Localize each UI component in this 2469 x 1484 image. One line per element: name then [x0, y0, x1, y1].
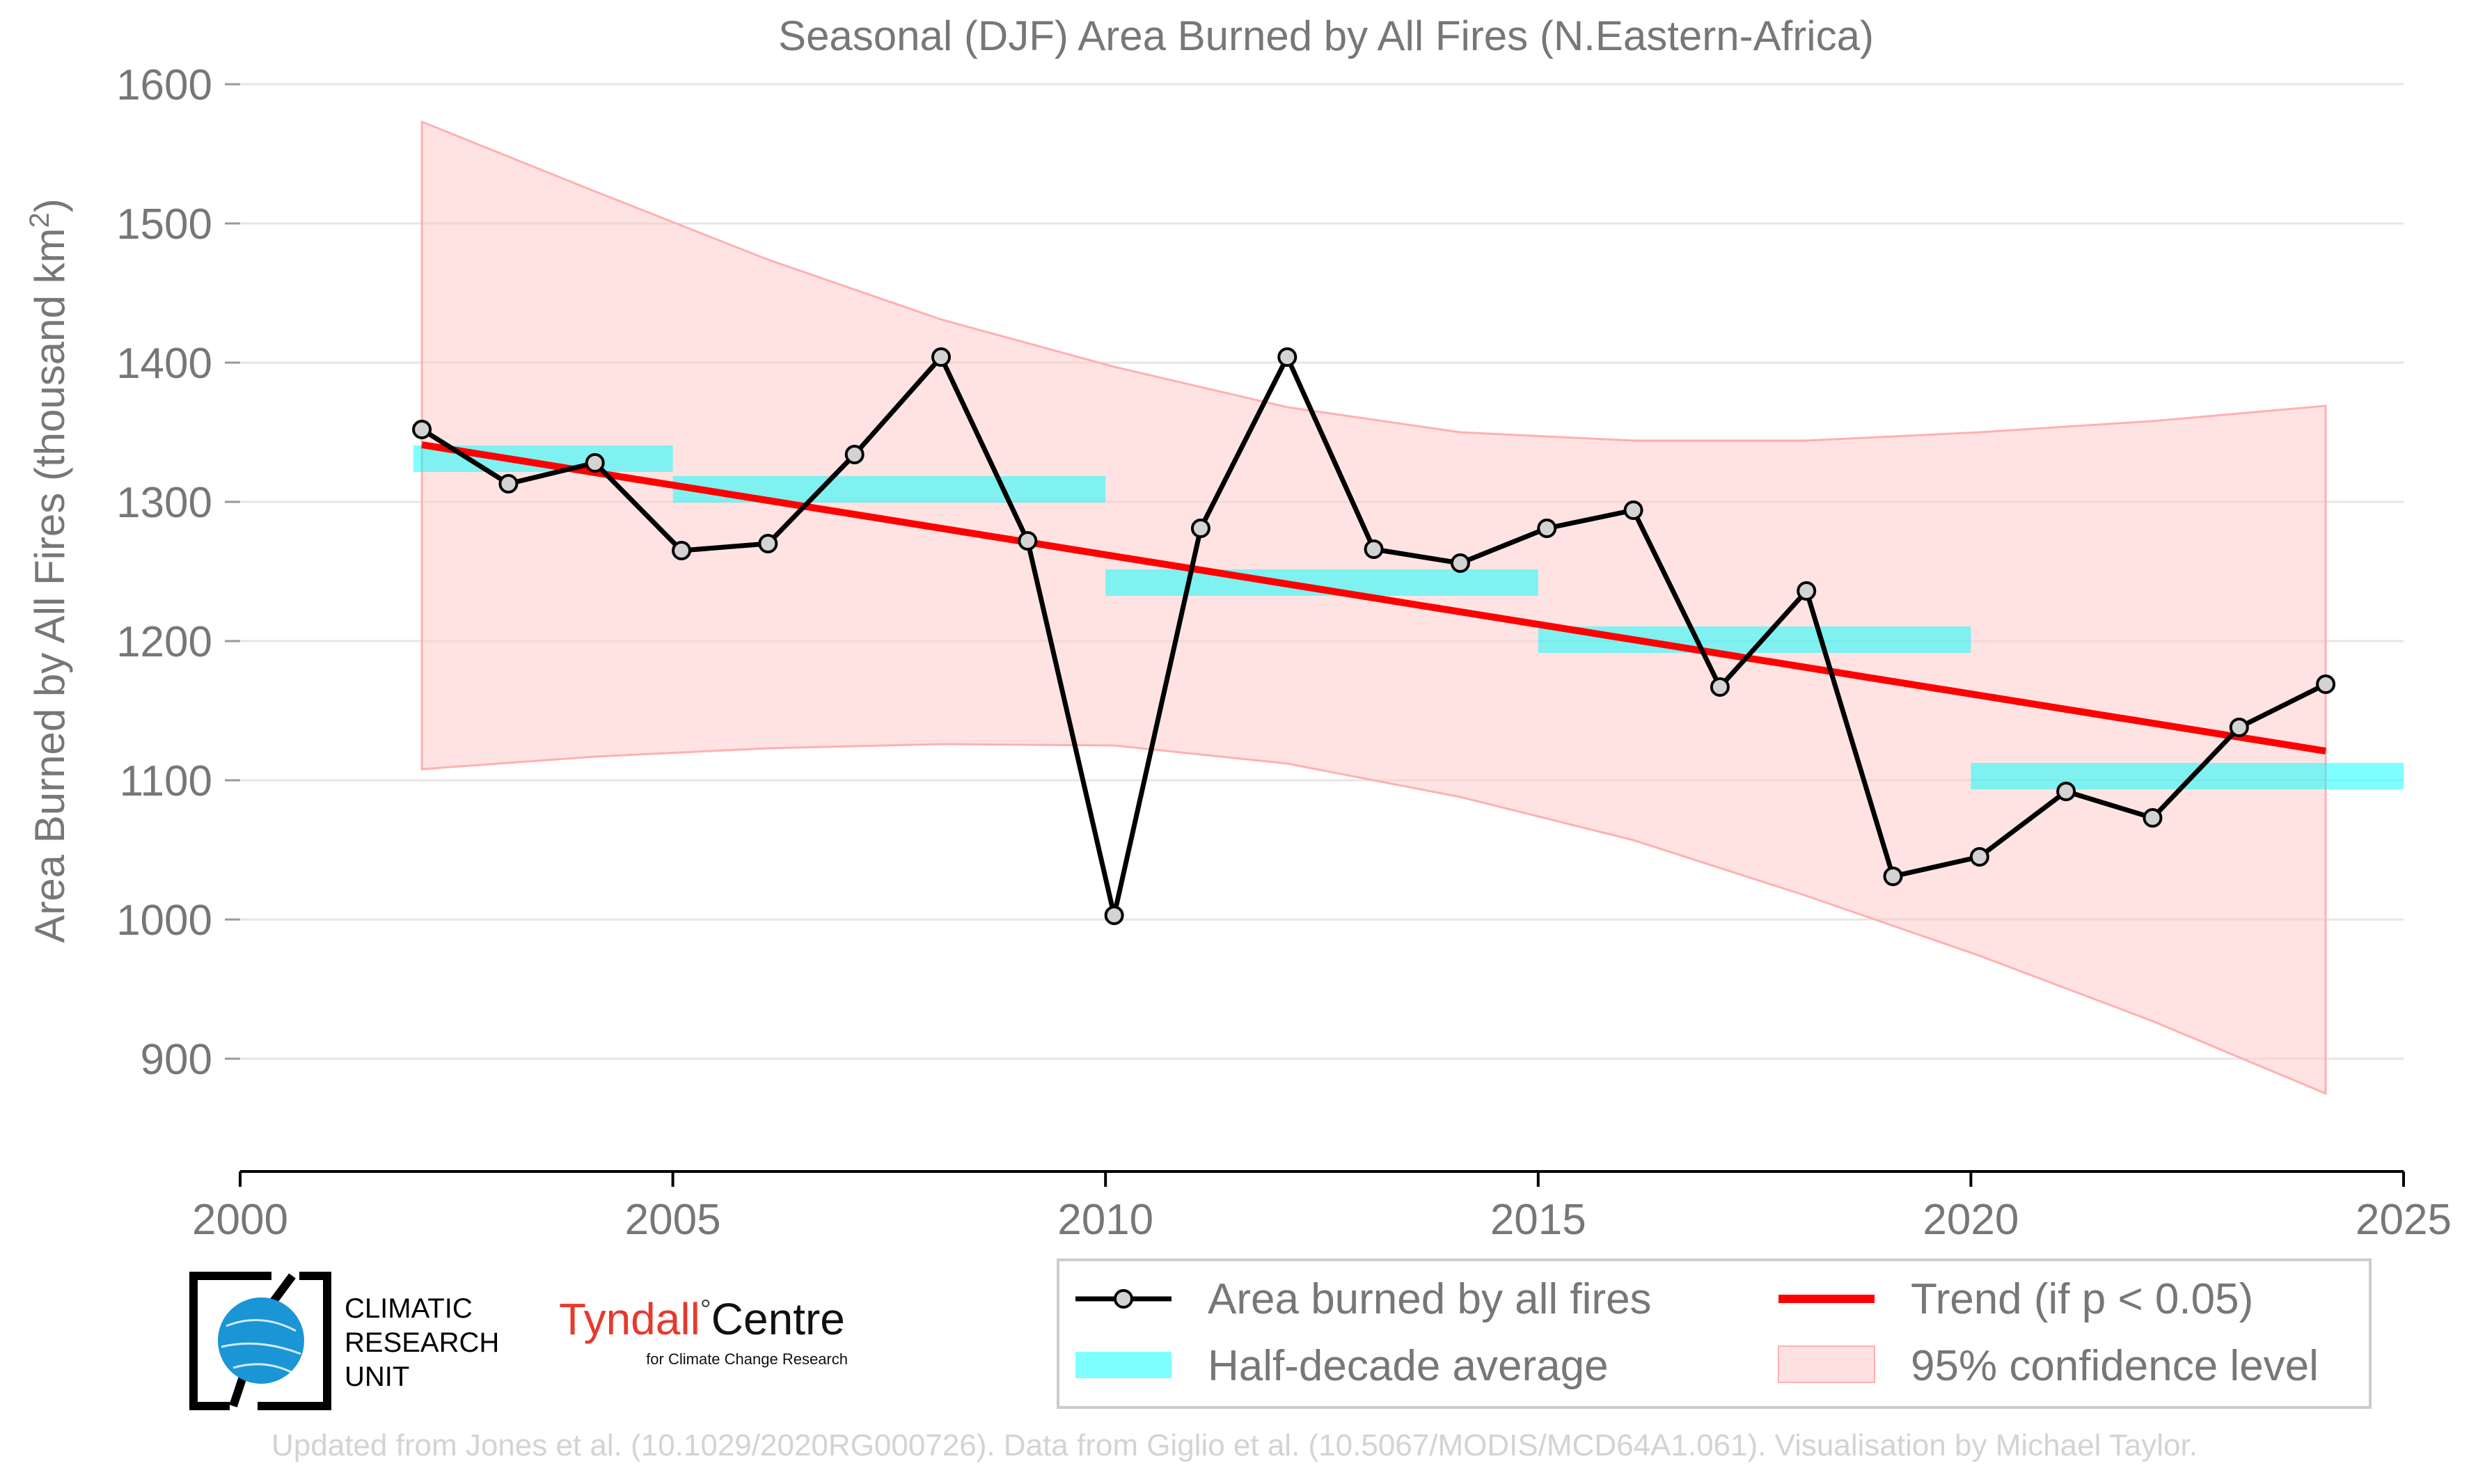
data-point-11 [1364, 539, 1384, 559]
legend-label-confidence: 95% confidence level [1911, 1342, 2319, 1390]
data-point-2 [585, 453, 605, 473]
data-point-13 [1537, 519, 1557, 538]
tyndall-wordmark: Tyndall°Centre [559, 1294, 845, 1344]
legend-label-trend: Trend (if p < 0.05) [1911, 1275, 2253, 1323]
legend-item-trend: Trend (if p < 0.05) [1778, 1275, 2253, 1323]
legend-swatch-half-decade [1075, 1352, 1172, 1378]
x-tick-label-2005: 2005 [625, 1196, 721, 1244]
data-point-4 [758, 534, 778, 553]
half-decade-bar-4 [1971, 763, 2404, 789]
y-tick-label-1600: 1600 [116, 61, 212, 109]
legend-swatch-confidence [1778, 1345, 1875, 1383]
data-point-7 [1018, 531, 1038, 551]
data-point-10 [1277, 347, 1297, 367]
confidence-band-layer [420, 120, 2327, 1096]
cru-text-line3: UNIT [345, 1361, 409, 1392]
y-tick-label-1200: 1200 [116, 618, 212, 666]
data-point-12 [1450, 553, 1470, 573]
confidence-band [420, 120, 2327, 1096]
trend-layer [421, 441, 2326, 755]
y-axis-label: Area Burned by All Fires (thousand km2) [24, 198, 73, 942]
y-tick-label-1000: 1000 [116, 897, 212, 945]
data-point-16 [1797, 581, 1817, 601]
legend-label-area-burned: Area burned by all fires [1208, 1275, 1652, 1323]
y-tick-label-1100: 1100 [120, 757, 212, 805]
globe-icon [218, 1297, 304, 1384]
tick-labels: 900 1000 1100 1200 1300 1400 1500 1600 2000 2005 2… [116, 61, 2452, 1244]
data-point-0 [412, 420, 432, 439]
data-point-19 [2056, 782, 2076, 801]
legend-item-half-decade: Half-decade average [1075, 1342, 1609, 1390]
data-point-21 [2229, 718, 2249, 737]
data-point-5 [844, 445, 865, 464]
data-point-8 [1104, 906, 1124, 925]
legend-label-half-decade: Half-decade average [1208, 1342, 1609, 1390]
x-tick-label-2000: 2000 [192, 1196, 288, 1244]
data-point-14 [1623, 500, 1643, 520]
legend-swatch-marker [1114, 1289, 1133, 1309]
legend: Area burned by all fires Trend (if p < 0… [1057, 1258, 2372, 1409]
y-tick-label-1500: 1500 [116, 200, 212, 248]
data-point-15 [1710, 677, 1730, 697]
data-point-6 [931, 347, 951, 367]
cru-text-line2: RESEARCH [345, 1327, 499, 1358]
data-point-22 [2316, 674, 2336, 694]
series-layer [412, 347, 2336, 925]
y-tick-label-1400: 1400 [116, 340, 212, 388]
credit-line: Updated from Jones et al. (10.1029/2020R… [271, 1428, 2198, 1462]
x-tick-label-2025: 2025 [2356, 1196, 2452, 1244]
data-point-3 [672, 541, 692, 560]
x-tick-label-2015: 2015 [1490, 1196, 1586, 1244]
cru-logo: CLIMATIC RESEARCH UNIT [189, 1272, 499, 1410]
legend-box [1057, 1258, 2372, 1409]
cru-text-line1: CLIMATIC [345, 1293, 473, 1324]
y-tick-label-900: 900 [141, 1036, 212, 1084]
x-tick-label-2010: 2010 [1057, 1196, 1153, 1244]
tyndall-logo: Tyndall°Centre for Climate Change Resear… [559, 1294, 848, 1368]
data-point-20 [2143, 808, 2163, 828]
axes [225, 83, 2405, 1187]
x-tick-label-2020: 2020 [1923, 1196, 2019, 1244]
cru-logo-frame [189, 1272, 331, 1410]
tyndall-subtitle: for Climate Change Research [646, 1350, 848, 1368]
legend-item-area-burned: Area burned by all fires [1075, 1275, 1652, 1323]
trend-line [421, 441, 2326, 755]
data-point-1 [498, 474, 519, 494]
chart-title: Seasonal (DJF) Area Burned by All Fires … [778, 13, 1874, 59]
data-point-18 [1969, 847, 1989, 867]
y-tick-label-1300: 1300 [116, 479, 212, 527]
data-point-17 [1883, 867, 1903, 886]
data-point-9 [1190, 519, 1210, 538]
legend-item-confidence: 95% confidence level [1778, 1342, 2319, 1390]
